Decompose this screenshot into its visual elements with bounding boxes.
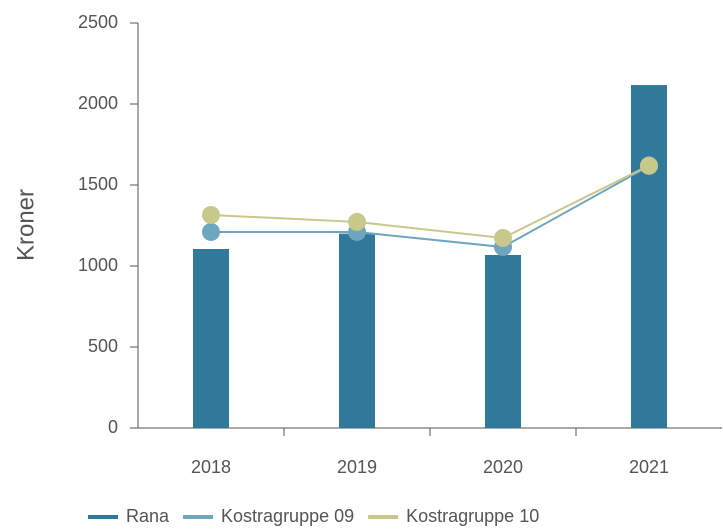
y-tick-label: 500 bbox=[88, 336, 118, 356]
x-tick-label: 2020 bbox=[483, 457, 523, 477]
legend-label: Kostragruppe 09 bbox=[221, 506, 354, 526]
x-tick-label: 2021 bbox=[629, 457, 669, 477]
y-tick-label: 1500 bbox=[78, 174, 118, 194]
legend-label: Kostragruppe 10 bbox=[406, 506, 539, 526]
y-tick-label: 0 bbox=[108, 417, 118, 437]
y-tick-label: 2500 bbox=[78, 12, 118, 32]
legend-label: Rana bbox=[126, 506, 170, 526]
marker bbox=[640, 156, 658, 175]
bar bbox=[193, 248, 229, 428]
bar bbox=[339, 233, 375, 428]
x-tick-label: 2019 bbox=[337, 457, 377, 477]
line bbox=[210, 164, 650, 240]
y-tick-label: 2000 bbox=[78, 93, 118, 113]
y-axis-label: Kroner bbox=[12, 189, 39, 261]
x-tick-label: 2018 bbox=[191, 457, 231, 477]
marker bbox=[202, 222, 220, 241]
line bbox=[211, 165, 650, 249]
marker bbox=[348, 212, 366, 231]
y-tick-label: 1000 bbox=[78, 255, 118, 275]
marker bbox=[494, 228, 512, 247]
bar bbox=[485, 254, 521, 428]
marker bbox=[202, 205, 220, 224]
bar bbox=[631, 85, 667, 429]
